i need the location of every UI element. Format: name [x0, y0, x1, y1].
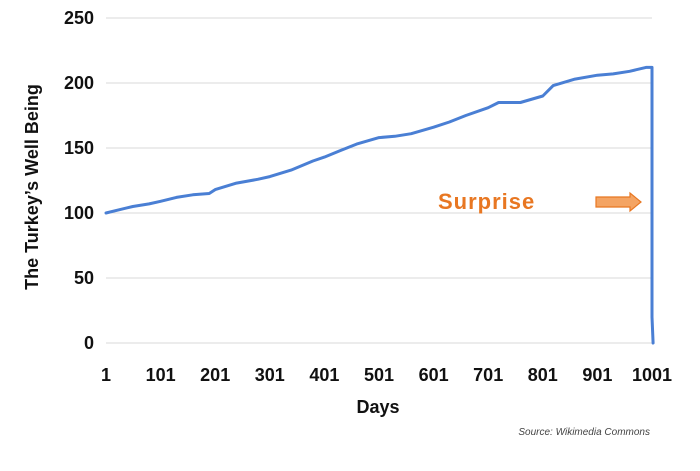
- x-tick-label: 801: [528, 365, 558, 385]
- x-tick-label: 501: [364, 365, 394, 385]
- y-tick-label: 100: [64, 203, 94, 223]
- x-tick-label: 1: [101, 365, 111, 385]
- x-tick-label: 201: [200, 365, 230, 385]
- x-tick-label: 601: [419, 365, 449, 385]
- surprise-annotation: Surprise: [438, 189, 535, 214]
- x-tick-label: 401: [309, 365, 339, 385]
- series-layer: [104, 65, 655, 345]
- axes: 0 50 100 150 200 250 1 101 201 301 401 501 601 701 801…: [64, 8, 672, 385]
- y-tick-label: 250: [64, 8, 94, 28]
- y-tick-label: 50: [74, 268, 94, 288]
- y-tick-label: 150: [64, 138, 94, 158]
- source-note: Source: Wikimedia Commons: [518, 427, 650, 438]
- y-axis-title: The Turkey’s Well Being: [22, 84, 42, 290]
- x-axis-title: Days: [356, 397, 399, 417]
- annotation-group: Surprise: [438, 189, 642, 214]
- gridlines: [106, 17, 652, 344]
- x-tick-label: 301: [255, 365, 285, 385]
- y-tick-label: 0: [84, 333, 94, 353]
- x-tick-label: 1001: [632, 365, 672, 385]
- x-tick-label: 901: [582, 365, 612, 385]
- y-tick-label: 200: [64, 73, 94, 93]
- arrow-right-icon: [595, 191, 642, 213]
- x-tick-label: 101: [146, 365, 176, 385]
- series-line: [104, 65, 655, 345]
- x-tick-label: 701: [473, 365, 503, 385]
